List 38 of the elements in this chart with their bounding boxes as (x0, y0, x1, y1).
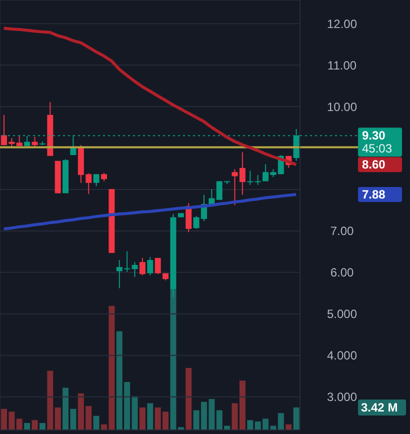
y-tick-label: 6.00 (330, 266, 354, 280)
candlestick (154, 257, 161, 275)
bar (293, 407, 300, 430)
bar (147, 403, 154, 430)
bar (247, 420, 254, 430)
candlestick (32, 136, 38, 148)
bar (39, 422, 46, 430)
candlestick (93, 174, 100, 187)
bar (32, 420, 38, 430)
y-tick-label: 7.00 (330, 224, 354, 238)
bar (132, 396, 138, 430)
text: 3.42 M (361, 400, 398, 414)
y-tick-label: 12.00 (326, 16, 358, 31)
candlestick (132, 262, 138, 278)
bar (186, 368, 192, 430)
bar (47, 370, 54, 430)
text: 45:03 (362, 142, 392, 156)
y-tick-label: 11.00 (327, 58, 357, 72)
bar (16, 418, 22, 430)
line-series (2, 192, 298, 230)
ref-line-label: 9.30 (362, 128, 386, 143)
bar (54, 407, 61, 430)
candlestick (247, 170, 254, 186)
candlestick (16, 134, 22, 146)
candlestick (147, 256, 154, 276)
bar (93, 416, 100, 430)
bar (24, 422, 30, 430)
y-tick-label: 5.000 (326, 307, 358, 322)
bar (278, 413, 284, 430)
text: 8.60 (362, 158, 386, 172)
candlestick (254, 174, 261, 186)
text: 7.88 (362, 187, 386, 202)
bar (139, 407, 146, 430)
y-tick-label: 10.00 (326, 100, 358, 114)
candlestick (139, 257, 146, 276)
candlestick (24, 136, 30, 146)
y-tick-label: 3.000 (326, 390, 358, 404)
y-tick-label: 4.000 (326, 348, 358, 363)
